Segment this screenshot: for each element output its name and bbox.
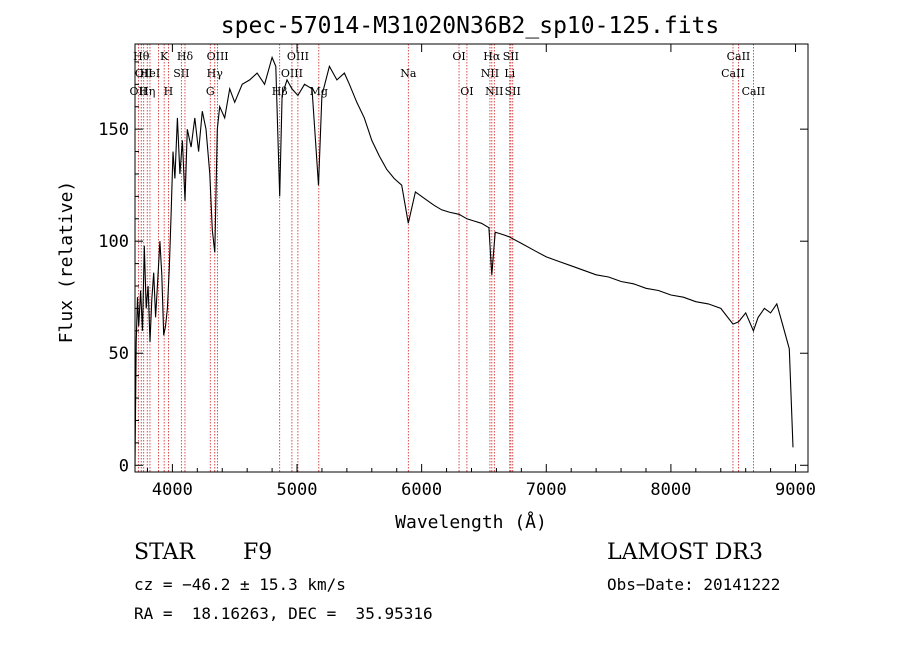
line-marker-label-17: Na bbox=[400, 67, 417, 80]
coordinates: RA = 18.16263, DEC = 35.95316 bbox=[134, 604, 433, 623]
line-marker-label-0: OII bbox=[130, 85, 148, 98]
line-marker-label-21: Hα bbox=[483, 50, 501, 63]
line-marker-label-4: HeI bbox=[140, 67, 160, 80]
y-axis-ticks: 0 50 100 150 bbox=[98, 61, 808, 476]
line-marker-label-14: OIII bbox=[281, 67, 303, 80]
spectral-line-labels: OIIHθOIIHηHeIKHSIIHδGHγOIIIHβOIIIOIIIMgN… bbox=[130, 50, 766, 98]
object-class: STAR bbox=[134, 540, 195, 565]
line-marker-label-3: Hη bbox=[139, 85, 155, 98]
x-tick-label-8000: 8000 bbox=[650, 480, 691, 500]
spectral-subclass: F9 bbox=[243, 540, 273, 565]
line-marker-label-11: Hγ bbox=[207, 67, 224, 80]
y-tick-label-50: 50 bbox=[109, 344, 129, 364]
x-tick-label-4000: 4000 bbox=[152, 480, 193, 500]
x-tick-label-7000: 7000 bbox=[526, 480, 567, 500]
line-marker-label-28: CaII bbox=[742, 85, 766, 98]
x-axis-ticks: 4000 5000 6000 7000 8000 9000 bbox=[146, 44, 816, 500]
line-marker-label-1: Hθ bbox=[133, 50, 150, 63]
chart-title: spec-57014-M31020N36B2_sp10-125.fits bbox=[221, 13, 720, 39]
line-marker-label-26: CaII bbox=[721, 67, 745, 80]
survey-name: LAMOST DR3 bbox=[607, 540, 763, 565]
line-marker-label-20: NII bbox=[481, 67, 499, 80]
line-marker-label-7: H bbox=[164, 85, 174, 98]
line-marker-label-9: Hδ bbox=[177, 50, 194, 63]
x-tick-label-9000: 9000 bbox=[775, 480, 816, 500]
line-marker-label-22: NII bbox=[485, 85, 503, 98]
line-marker-label-27: CaII bbox=[727, 50, 751, 63]
line-marker-label-6: K bbox=[160, 50, 169, 63]
x-tick-label-6000: 6000 bbox=[401, 480, 442, 500]
spectral-line-markers bbox=[137, 44, 754, 472]
x-tick-label-5000: 5000 bbox=[277, 480, 318, 500]
y-tick-label-100: 100 bbox=[98, 232, 129, 252]
line-marker-label-23: Li bbox=[504, 67, 515, 80]
line-marker-label-25: SII bbox=[505, 85, 521, 98]
line-marker-label-24: SII bbox=[503, 50, 519, 63]
spectrum-line bbox=[134, 55, 794, 466]
line-marker-label-13: Hβ bbox=[272, 85, 288, 98]
observation-date: Obs−Date: 20141222 bbox=[607, 575, 781, 594]
line-marker-label-12: OIII bbox=[207, 50, 229, 63]
line-marker-label-2: OII bbox=[135, 67, 153, 80]
y-axis-label: Flux (relative) bbox=[56, 181, 77, 344]
line-marker-label-19: OI bbox=[460, 85, 473, 98]
plot-frame bbox=[134, 43, 809, 473]
y-tick-label-0: 0 bbox=[119, 456, 129, 476]
y-tick-label-150: 150 bbox=[98, 120, 129, 140]
x-axis-label: Wavelength (Å) bbox=[395, 511, 547, 533]
line-marker-label-8: SII bbox=[173, 67, 189, 80]
line-marker-label-15: OIII bbox=[287, 50, 309, 63]
redshift-value: cz = −46.2 ± 15.3 km/s bbox=[134, 575, 346, 594]
line-marker-label-18: OI bbox=[452, 50, 465, 63]
line-marker-label-10: G bbox=[206, 85, 215, 98]
